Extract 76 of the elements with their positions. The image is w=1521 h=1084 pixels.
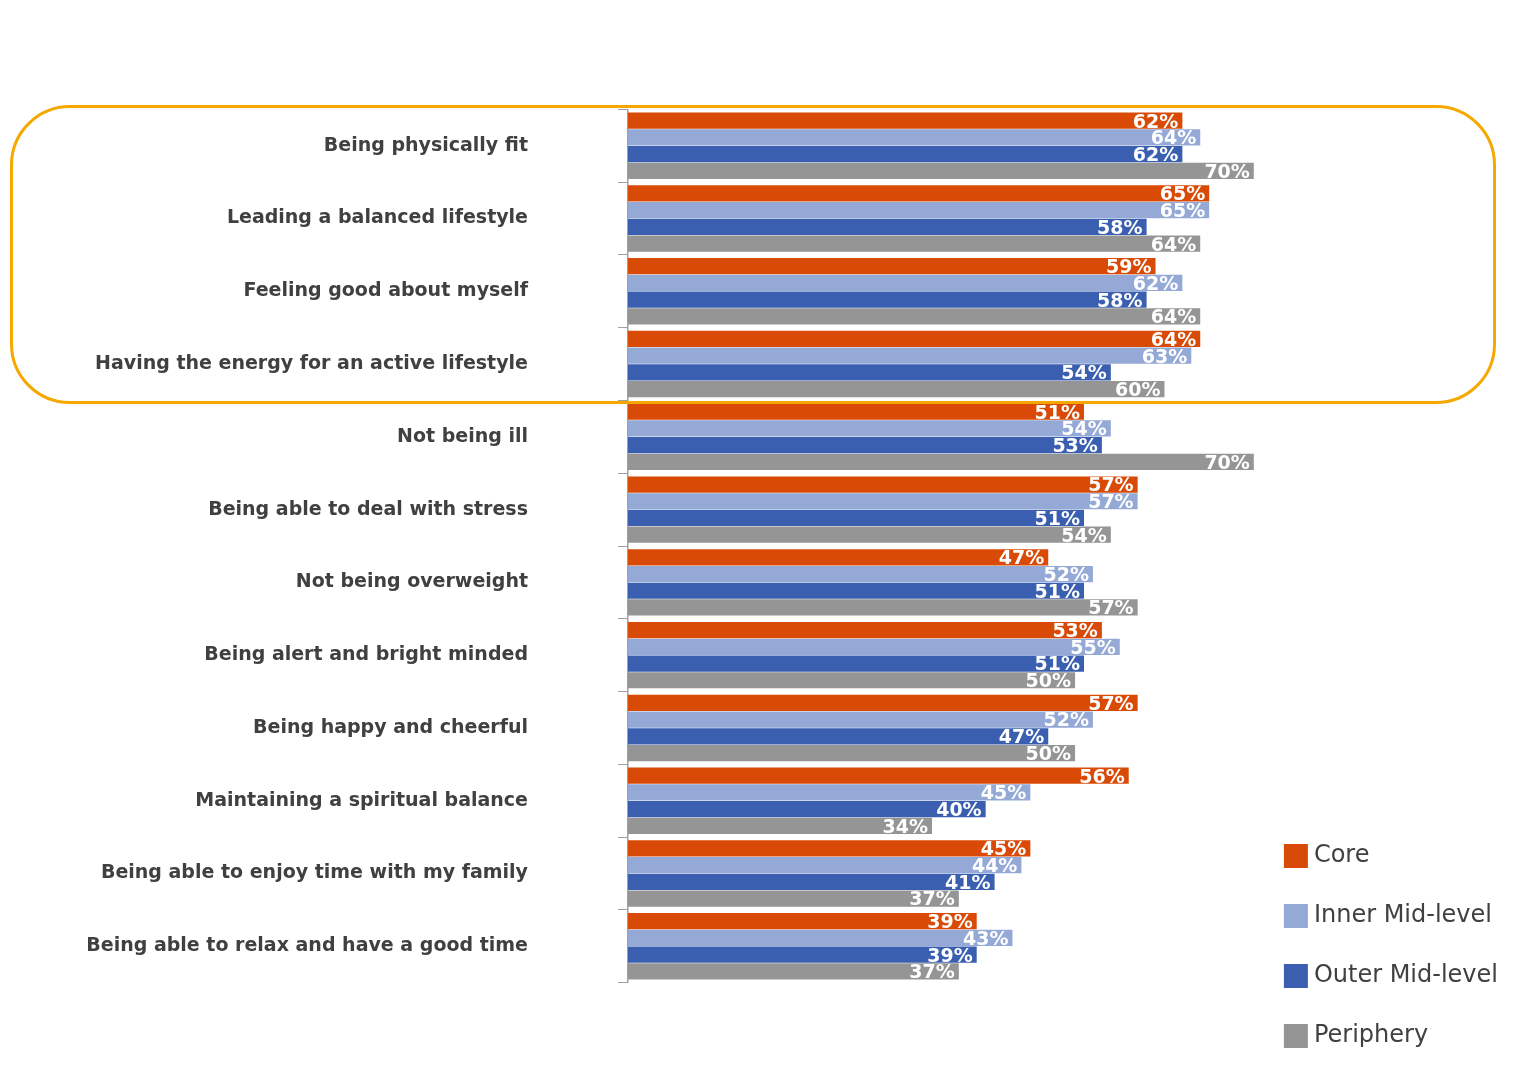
- bar: [628, 913, 977, 930]
- bar: [628, 873, 995, 890]
- bar: [628, 476, 1138, 493]
- bar: [628, 218, 1147, 236]
- data-label: 58%: [1097, 215, 1143, 238]
- data-label: 51%: [1034, 506, 1080, 529]
- data-label: 45%: [980, 781, 1027, 804]
- data-label: 57%: [1088, 691, 1134, 714]
- data-label: 53%: [1052, 434, 1098, 457]
- bar: [628, 291, 1147, 308]
- data-label: 40%: [936, 797, 982, 820]
- bar: [628, 364, 1111, 381]
- data-label: 47%: [998, 546, 1045, 569]
- bar: [628, 420, 1111, 437]
- bar: [628, 202, 1210, 219]
- y-tick-label: Feeling good about myself: [243, 278, 529, 301]
- data-label: 64%: [1150, 305, 1197, 328]
- y-tick-label: Being able to relax and have a good time: [86, 933, 528, 956]
- legend-label: Core: [1313, 840, 1370, 869]
- y-tick-label: Not being overweight: [295, 569, 528, 592]
- data-label: 34%: [882, 814, 928, 837]
- bar: [628, 565, 1093, 583]
- bar: [628, 767, 1129, 784]
- bar: [628, 274, 1183, 292]
- bar: [628, 129, 1201, 146]
- bar: [628, 711, 1093, 728]
- bar: [628, 549, 1049, 566]
- bar: [628, 840, 1031, 857]
- data-label: 53%: [1052, 618, 1098, 641]
- y-tick-label: Having the energy for an active lifestyle: [95, 351, 528, 374]
- data-label: 62%: [1132, 143, 1179, 166]
- data-label: 64%: [1150, 232, 1197, 255]
- y-tick-label: Being able to deal with stress: [208, 496, 528, 519]
- bar: [628, 728, 1049, 745]
- data-label: 52%: [1043, 708, 1089, 731]
- bar: [628, 437, 1102, 454]
- data-label: 57%: [1088, 490, 1134, 513]
- bar: [628, 347, 1192, 364]
- bar: [628, 330, 1201, 348]
- bar: [628, 621, 1102, 639]
- legend-label: Outer Mid-level: [1313, 960, 1499, 989]
- data-label: 54%: [1061, 361, 1107, 384]
- y-tick-label: Maintaining a spiritual balance: [195, 787, 528, 810]
- bar: [628, 946, 977, 963]
- bar: [628, 258, 1156, 275]
- data-label: 60%: [1114, 378, 1161, 401]
- bar: [628, 800, 986, 818]
- bar: [628, 856, 1022, 874]
- bar: [628, 185, 1210, 202]
- data-label: 50%: [1025, 669, 1072, 692]
- legend-label: Periphery: [1313, 1020, 1429, 1049]
- data-label: 70%: [1204, 450, 1250, 473]
- bar: [628, 403, 1084, 420]
- data-label: 57%: [1088, 596, 1134, 619]
- bar: [628, 493, 1138, 510]
- data-label: 56%: [1079, 764, 1125, 787]
- y-tick-label: Leading a balanced lifestyle: [226, 205, 528, 228]
- y-tick-label: Being happy and cheerful: [253, 714, 528, 737]
- bar: [628, 509, 1084, 527]
- bar: [628, 784, 1031, 801]
- bar: [628, 146, 1183, 163]
- y-tick-label: Being physically fit: [323, 132, 528, 155]
- y-tick-label: Not being ill: [397, 423, 528, 446]
- bar: [628, 112, 1183, 129]
- bar: [628, 929, 1013, 946]
- data-label: 65%: [1159, 199, 1206, 222]
- y-tick-label: Being able to enjoy time with my family: [100, 860, 529, 883]
- bar: [628, 582, 1084, 599]
- data-label: 52%: [1043, 562, 1089, 585]
- bar: [628, 655, 1084, 672]
- bar: [628, 694, 1138, 711]
- y-tick-label: Being alert and bright minded: [204, 642, 528, 665]
- data-label: 70%: [1204, 159, 1250, 182]
- bar: [628, 638, 1120, 655]
- data-label: 64%: [1150, 327, 1197, 350]
- legend-label: Inner Mid-level: [1313, 900, 1492, 929]
